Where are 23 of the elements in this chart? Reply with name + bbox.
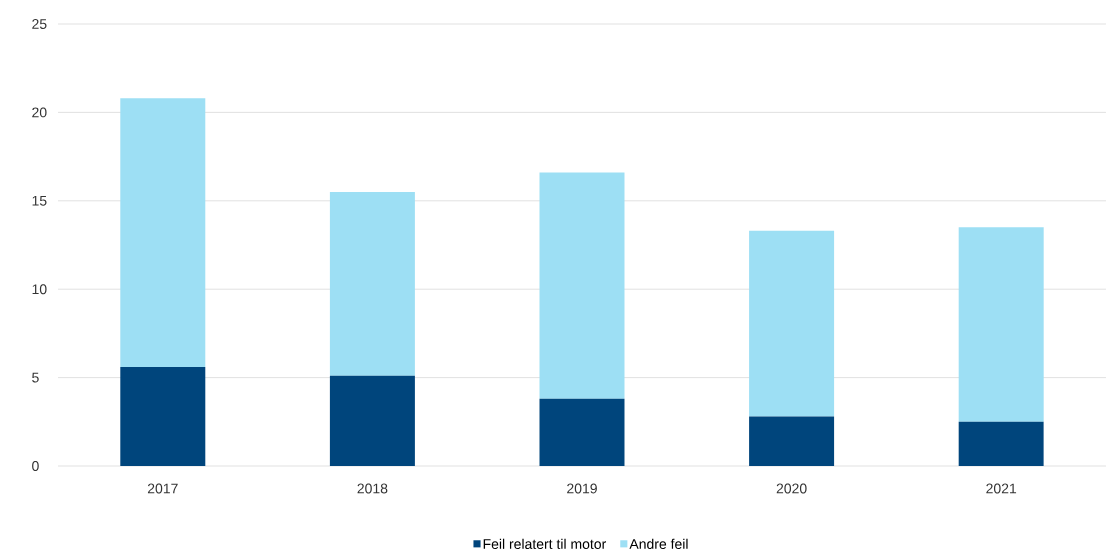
- y-tick-label: 15: [32, 195, 47, 206]
- legend-label: Andre feil: [629, 538, 688, 549]
- y-tick-label: 5: [32, 372, 39, 383]
- y-tick-label: 25: [32, 19, 47, 29]
- bar: [958, 421, 1044, 466]
- x-tick-label: 2020: [776, 483, 807, 494]
- legend-label: Feil relatert til motor: [483, 538, 607, 549]
- x-tick-label: 2019: [567, 483, 597, 494]
- y-tick-label: 0: [32, 461, 39, 471]
- bar: [749, 230, 835, 417]
- bar: [120, 366, 206, 466]
- bar: [749, 416, 835, 466]
- x-tick-label: 2021: [986, 483, 1017, 494]
- bar: [120, 98, 206, 367]
- x-tick-label: 2018: [357, 483, 388, 494]
- bar: [958, 227, 1044, 422]
- y-tick-label: 20: [32, 107, 47, 118]
- bar: [329, 375, 415, 466]
- bar: [329, 191, 415, 376]
- bar: [539, 172, 625, 399]
- y-tick-label: 10: [32, 284, 47, 295]
- bar: [539, 398, 625, 466]
- x-tick-label: 2017: [147, 483, 178, 494]
